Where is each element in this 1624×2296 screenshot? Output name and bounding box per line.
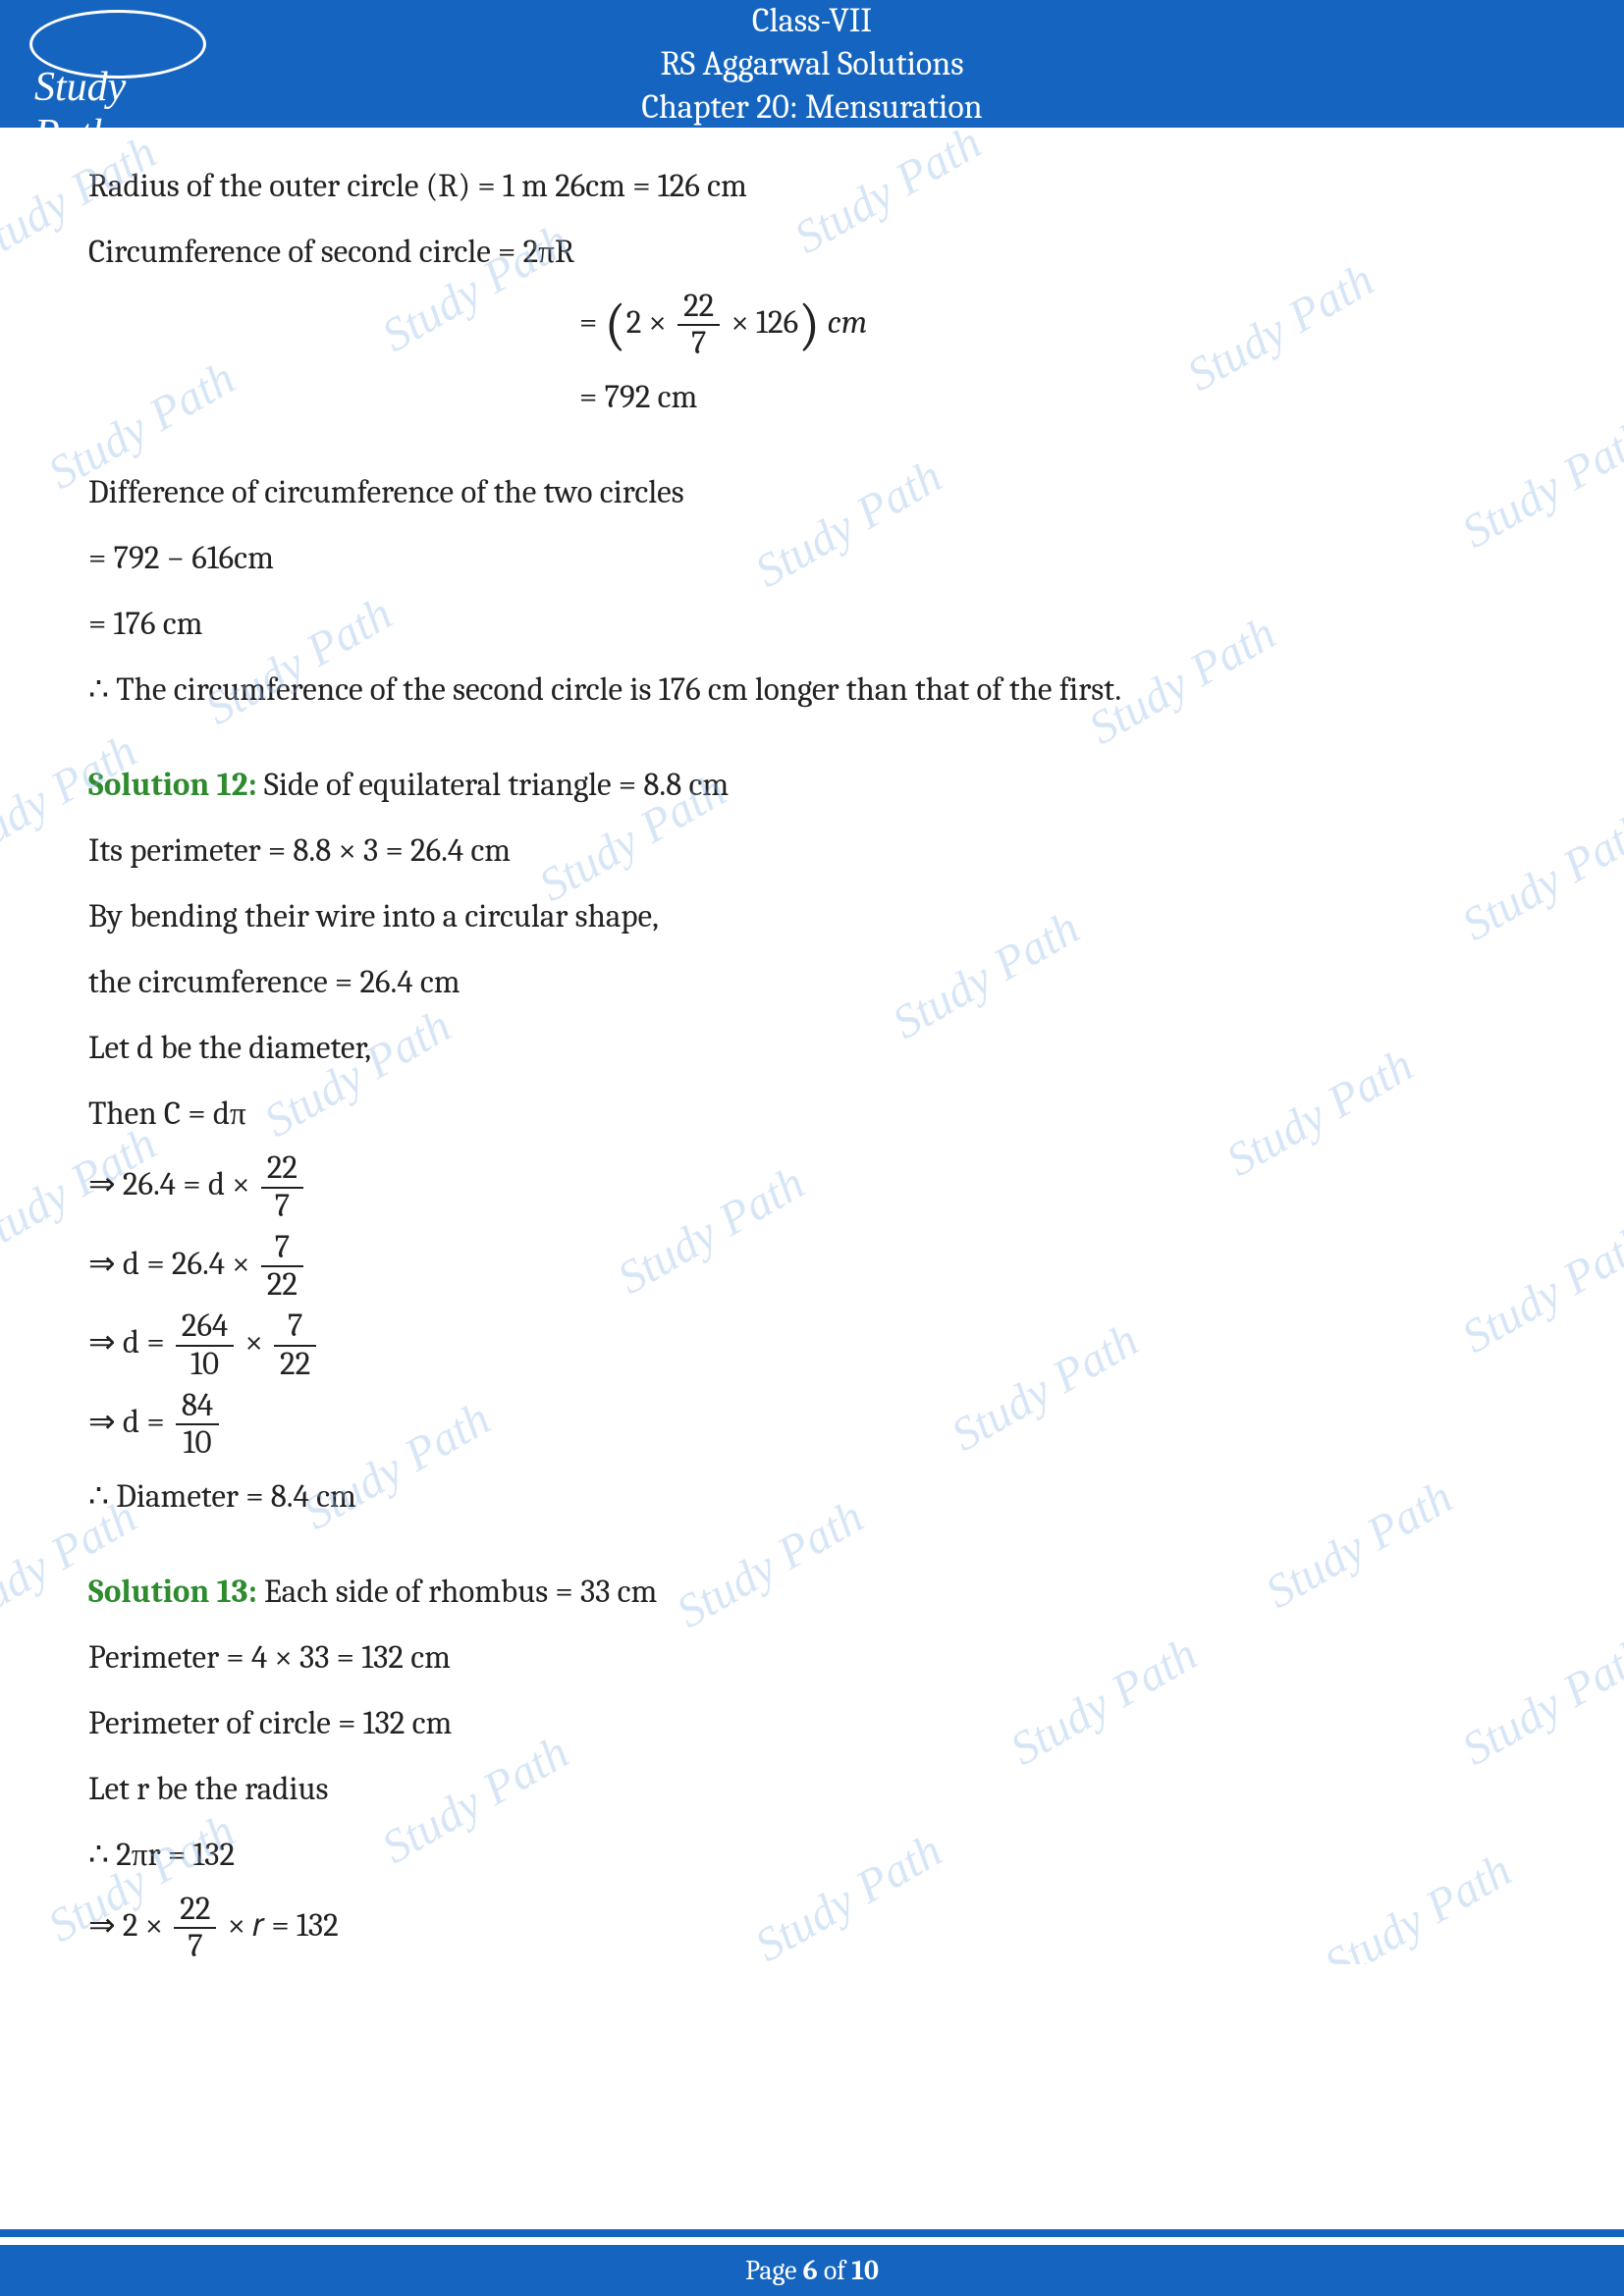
solution-13-heading: Solution 13: Each side of rhombus = 33 c… — [88, 1563, 1536, 1623]
text-line: = 792 − 616cm — [88, 529, 1536, 589]
footer-pre: Page — [745, 2255, 803, 2286]
numerator: 7 — [261, 1230, 303, 1267]
denominator: 7 — [174, 1929, 216, 1964]
fraction: 26410 — [176, 1308, 234, 1382]
text-line: Circumference of second circle = 2πR — [88, 223, 1536, 283]
numerator: 264 — [176, 1308, 234, 1346]
denominator: 22 — [274, 1347, 316, 1382]
text: ⇒ d = 26.4 × — [88, 1246, 250, 1283]
fraction: 722 — [274, 1308, 316, 1382]
math-expression: ⇒ d = 26.4 × 722 — [88, 1230, 1536, 1304]
page-header: Study Path Class-VII RS Aggarwal Solutio… — [0, 0, 1624, 128]
text: = — [579, 304, 605, 342]
text: ⇒ 26.4 = d × — [88, 1166, 250, 1203]
text-line: By bending their wire into a circular sh… — [88, 887, 1536, 947]
numerator: 7 — [274, 1308, 316, 1346]
text: ⇒ 2 × — [88, 1907, 163, 1945]
paren-icon: ( — [605, 292, 626, 357]
text-line: Its perimeter = 8.8 × 3 = 26.4 cm — [88, 822, 1536, 881]
numerator: 84 — [176, 1388, 219, 1425]
math-expression: ⇒ d = 8410 — [88, 1388, 1536, 1462]
header-chapter: Chapter 20: Mensuration — [29, 85, 1595, 129]
text: Side of equilateral triangle = 8.8 cm — [257, 767, 730, 804]
text-line: Perimeter of circle = 132 cm — [88, 1694, 1536, 1754]
numerator: 22 — [174, 1892, 216, 1929]
footer-total: 10 — [851, 2255, 879, 2286]
text-line: Let r be the radius — [88, 1760, 1536, 1820]
denominator: 7 — [261, 1189, 303, 1224]
page-footer: Page 6 of 10 — [0, 2245, 1624, 2296]
denominator: 22 — [261, 1267, 303, 1303]
footer-divider — [0, 2229, 1624, 2237]
text-line: ∴ Diameter = 8.4 cm — [88, 1468, 1536, 1527]
page-content: Study Path Study Path Study Path Study P… — [0, 128, 1624, 1964]
math-expression: = (2 × 227 × 126) cm — [88, 289, 1536, 362]
text-line: Then C = dπ — [88, 1085, 1536, 1145]
text-line: Perimeter = 4 × 33 = 132 cm — [88, 1629, 1536, 1688]
text: × 126 — [731, 304, 799, 342]
footer-page: 6 — [803, 2255, 818, 2286]
logo: Study Path — [29, 10, 206, 79]
text: 2 × — [626, 304, 667, 342]
text-line: Radius of the outer circle (R) = 1 m 26c… — [88, 157, 1536, 217]
header-book: RS Aggarwal Solutions — [29, 42, 1595, 85]
fraction: 227 — [261, 1150, 303, 1224]
header-titles: Class-VII RS Aggarwal Solutions Chapter … — [29, 0, 1595, 129]
header-class: Class-VII — [29, 0, 1595, 42]
text: ⇒ d = — [88, 1404, 165, 1441]
fraction: 722 — [261, 1230, 303, 1304]
text-line: = 792 cm — [88, 368, 1536, 428]
solution-label: Solution 13: — [88, 1574, 257, 1611]
fraction: 227 — [174, 1892, 216, 1965]
math-expression: ⇒ d = 26410 × 722 — [88, 1308, 1536, 1382]
fraction: 227 — [677, 289, 720, 362]
text-line: Let d be the diameter, — [88, 1019, 1536, 1079]
denominator: 7 — [677, 326, 720, 361]
denominator: 10 — [176, 1425, 219, 1461]
paren-icon: ) — [798, 292, 820, 357]
text-line: Difference of circumference of the two c… — [88, 463, 1536, 523]
solution-label: Solution 12: — [88, 767, 257, 804]
fraction: 8410 — [176, 1388, 219, 1462]
numerator: 22 — [677, 289, 720, 326]
numerator: 22 — [261, 1150, 303, 1188]
text: Each side of rhombus = 33 cm — [257, 1574, 658, 1611]
text: × 𝑟 = 132 — [228, 1907, 339, 1945]
solution-12-heading: Solution 12: Side of equilateral triangl… — [88, 756, 1536, 816]
text: × — [244, 1324, 262, 1362]
math-expression: ⇒ 26.4 = d × 227 — [88, 1150, 1536, 1224]
text-line: = 176 cm — [88, 595, 1536, 655]
unit: cm — [828, 304, 868, 342]
footer-mid: of — [818, 2255, 852, 2286]
text-line: the circumference = 26.4 cm — [88, 953, 1536, 1013]
denominator: 10 — [176, 1347, 234, 1382]
text-line: ∴ 2πr = 132 — [88, 1826, 1536, 1886]
math-expression: ⇒ 2 × 227 × 𝑟 = 132 — [88, 1892, 1536, 1965]
text: ⇒ d = — [88, 1324, 165, 1362]
text-line: ∴ The circumference of the second circle… — [88, 661, 1536, 721]
